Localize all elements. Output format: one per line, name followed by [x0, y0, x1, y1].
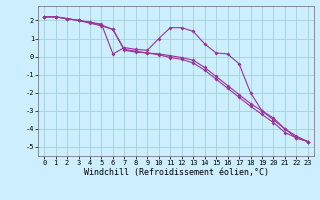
X-axis label: Windchill (Refroidissement éolien,°C): Windchill (Refroidissement éolien,°C) — [84, 168, 268, 177]
